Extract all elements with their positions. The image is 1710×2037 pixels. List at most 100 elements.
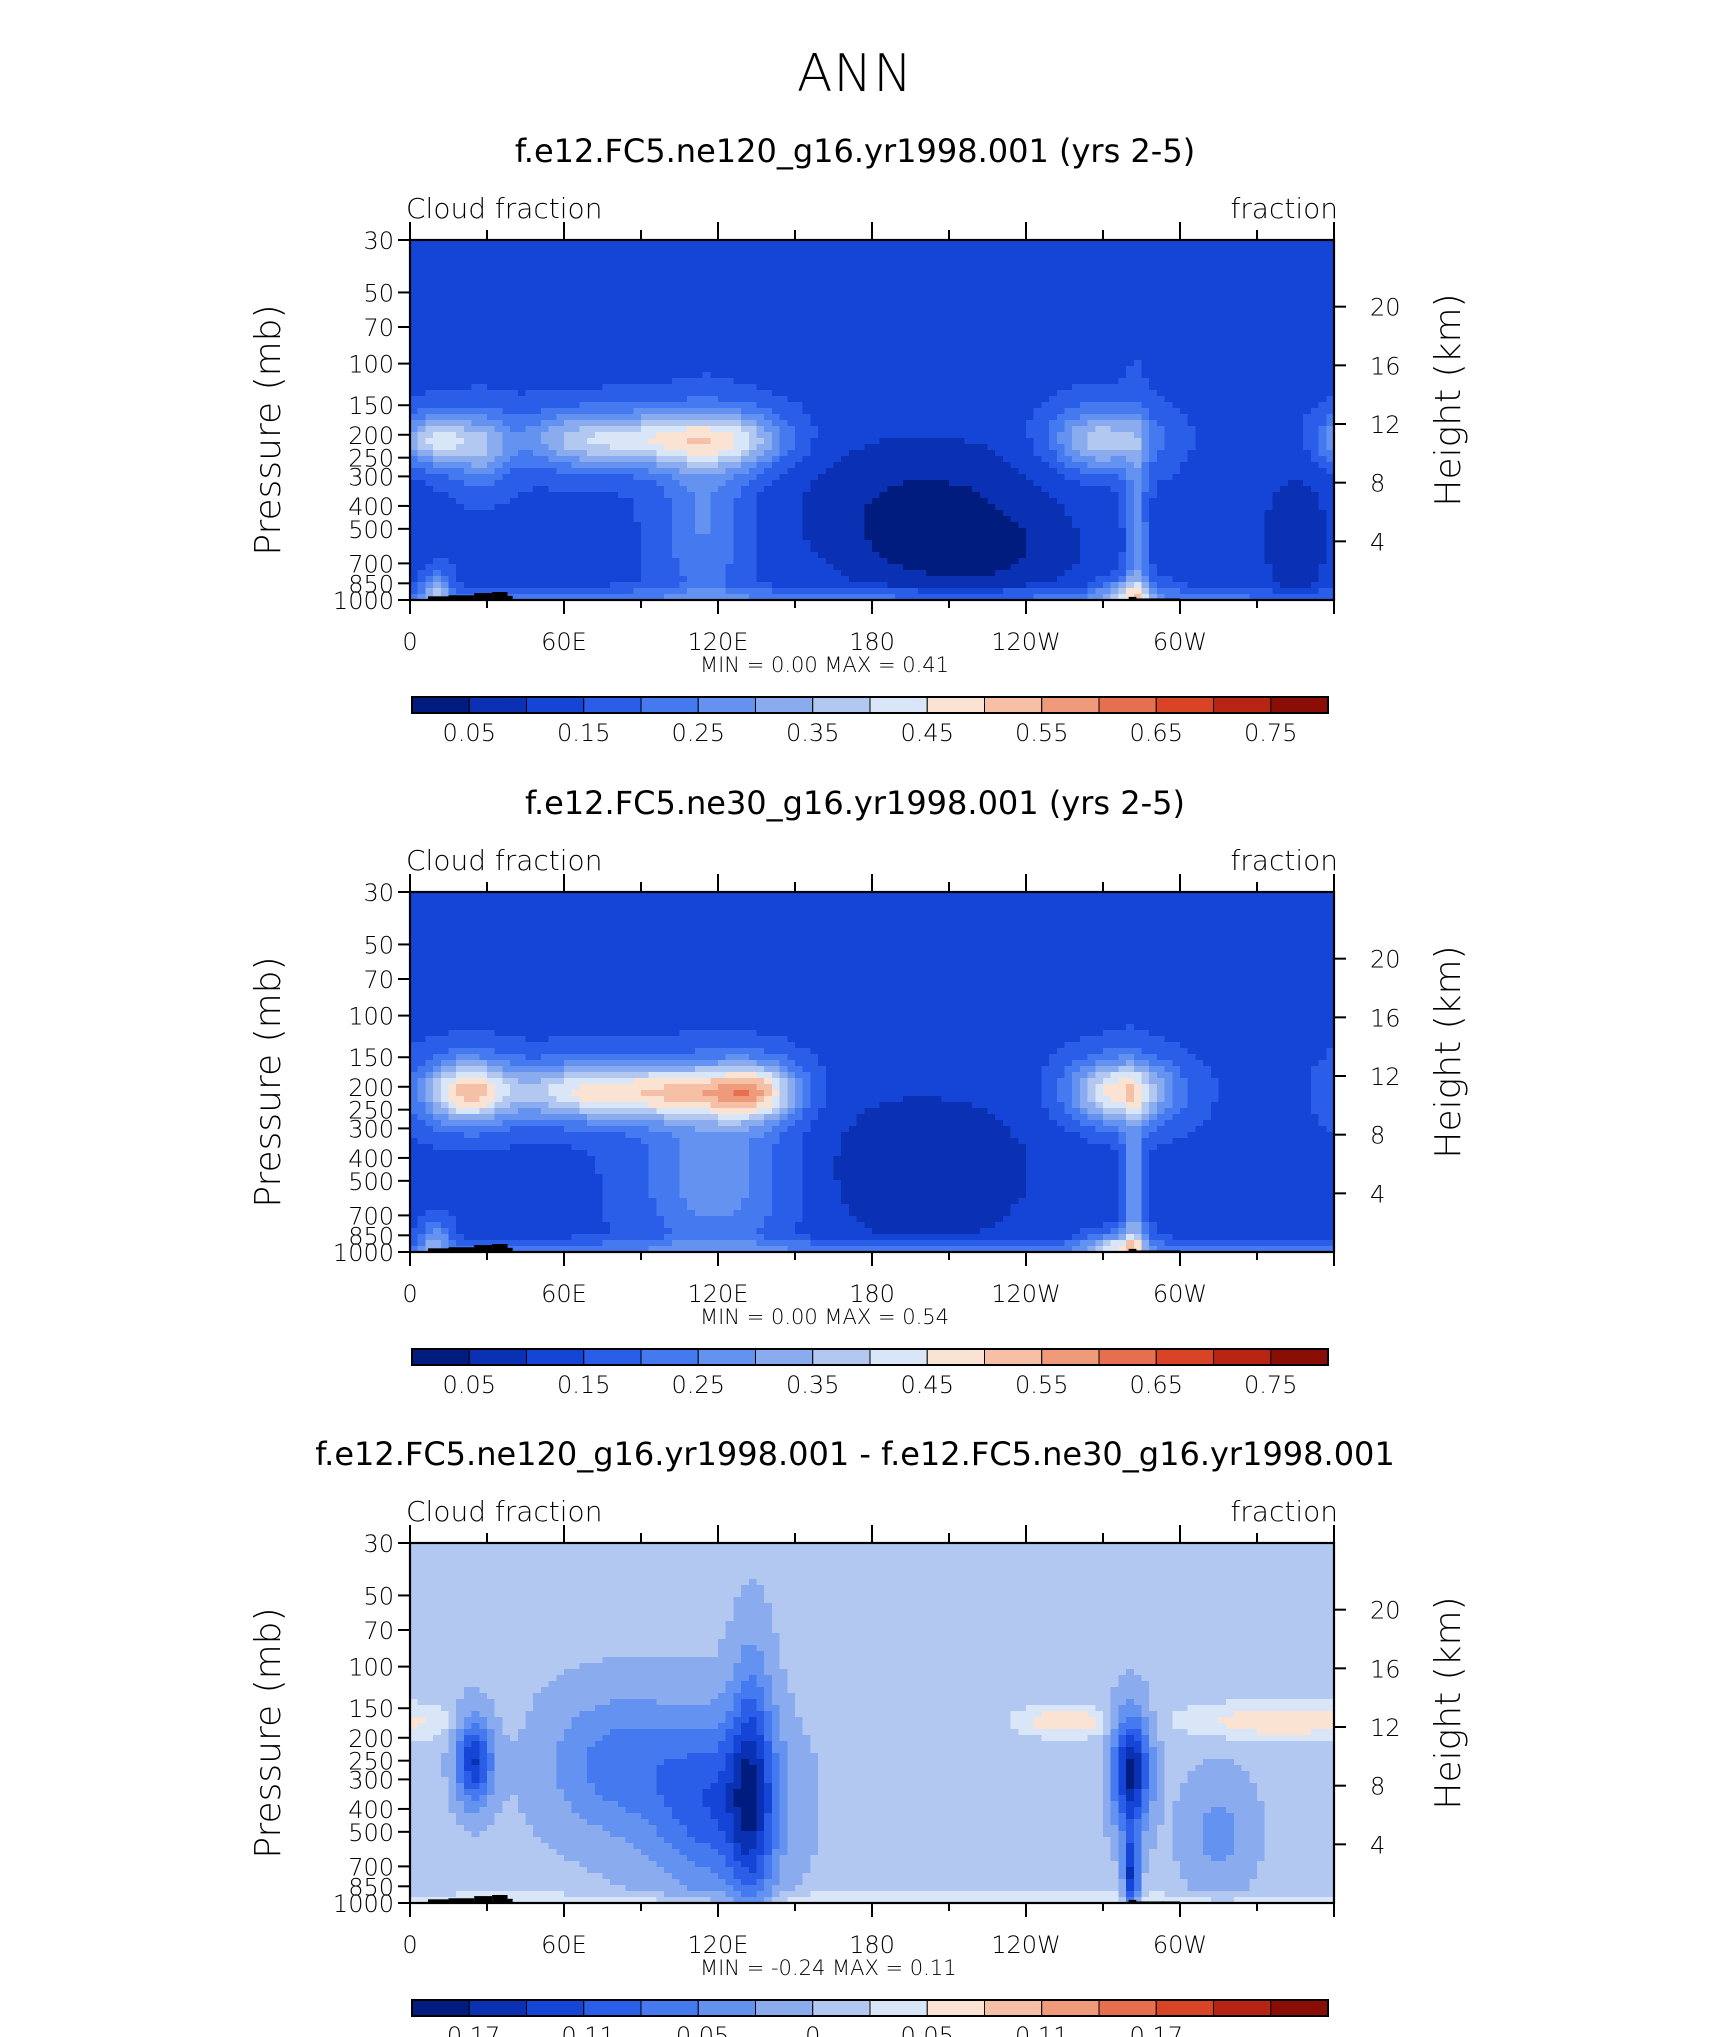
heatmap-cell	[1326, 384, 1335, 391]
heatmap-cell	[802, 258, 811, 265]
heatmap-cell	[941, 258, 950, 265]
heatmap-cell	[879, 396, 888, 403]
heatmap-cell	[864, 264, 873, 271]
heatmap-cell	[1310, 456, 1320, 463]
heatmap-cell	[1303, 378, 1312, 385]
heatmap-cell	[848, 288, 858, 295]
heatmap-cell	[587, 462, 596, 469]
heatmap-cell	[995, 462, 1004, 469]
heatmap-cell	[433, 300, 442, 307]
heatmap-cell	[456, 270, 465, 277]
heatmap-cell	[571, 336, 580, 343]
heatmap-cell	[410, 366, 419, 373]
heatmap-cell	[564, 390, 573, 397]
heatmap-cell	[487, 318, 496, 325]
heatmap-cell	[1218, 480, 1227, 487]
heatmap-cell	[664, 450, 673, 457]
heatmap-cell	[525, 474, 534, 481]
heatmap-cell	[1203, 468, 1212, 475]
heatmap-cell	[902, 288, 912, 295]
heatmap-cell	[1110, 372, 1119, 379]
heatmap-cell	[525, 396, 534, 403]
heatmap-cell	[456, 282, 465, 289]
heatmap-cell	[833, 408, 842, 415]
heatmap-cell	[1318, 360, 1327, 367]
heatmap-cell	[848, 366, 858, 373]
heatmap-cell	[1164, 450, 1173, 457]
heatmap-cell	[1326, 468, 1335, 475]
heatmap-cell	[1064, 372, 1073, 379]
heatmap-cell	[1156, 306, 1166, 313]
heatmap-cell	[810, 240, 819, 247]
heatmap-cell	[941, 336, 950, 343]
heatmap-cell	[1226, 252, 1235, 259]
heatmap-cell	[779, 390, 788, 397]
heatmap-cell	[802, 342, 811, 349]
heatmap-cell	[1087, 264, 1096, 271]
heatmap-cell	[687, 462, 696, 469]
heatmap-cell	[795, 438, 804, 445]
heatmap-cell	[941, 414, 950, 421]
heatmap-cell	[456, 456, 465, 463]
heatmap-cell	[1226, 288, 1235, 295]
heatmap-cell	[487, 300, 496, 307]
heatmap-cell	[463, 390, 473, 397]
heatmap-cell	[1187, 366, 1196, 373]
heatmap-cell	[841, 294, 850, 301]
heatmap-cell	[1326, 480, 1335, 487]
heatmap-cell	[1087, 240, 1096, 247]
heatmap-cell	[1172, 468, 1181, 475]
heatmap-cell	[1118, 246, 1127, 253]
heatmap-cell	[656, 282, 665, 289]
heatmap-cell	[502, 312, 511, 319]
heatmap-cell	[1103, 474, 1112, 481]
heatmap-cell	[440, 330, 450, 337]
heatmap-cell	[833, 396, 842, 403]
heatmap-cell	[617, 330, 627, 337]
heatmap-cell	[910, 354, 919, 361]
heatmap-cell	[910, 474, 919, 481]
heatmap-cell	[902, 444, 912, 451]
heatmap-cell	[779, 354, 788, 361]
heatmap-cell	[641, 402, 650, 409]
heatmap-cell	[517, 366, 527, 373]
heatmap-cell	[872, 420, 881, 427]
heatmap-cell	[718, 294, 727, 301]
heatmap-cell	[1180, 480, 1189, 487]
heatmap-cell	[1303, 264, 1312, 271]
heatmap-cell	[1133, 420, 1143, 427]
heatmap-cell	[725, 438, 734, 445]
heatmap-cell	[494, 258, 503, 265]
heatmap-cell	[1233, 444, 1243, 451]
heatmap-cell	[671, 330, 681, 337]
heatmap-cell	[1126, 312, 1135, 319]
heatmap-cell	[1164, 384, 1173, 391]
heatmap-cell	[1079, 396, 1089, 403]
heatmap-cell	[856, 342, 865, 349]
heatmap-cell	[571, 420, 580, 427]
heatmap-cell	[410, 468, 419, 475]
heatmap-cell	[610, 342, 619, 349]
heatmap-cell	[1233, 432, 1243, 439]
heatmap-cell	[610, 444, 619, 451]
heatmap-cell	[925, 372, 935, 379]
heatmap-cell	[879, 270, 888, 277]
heatmap-cell	[571, 294, 580, 301]
heatmap-cell	[602, 318, 611, 325]
heatmap-cell	[1141, 468, 1150, 475]
heatmap-cell	[956, 420, 965, 427]
heatmap-cell	[1049, 276, 1058, 283]
heatmap-cell	[656, 360, 665, 367]
heatmap-cell	[456, 462, 465, 469]
heatmap-cell	[1041, 294, 1050, 301]
heatmap-cell	[510, 366, 519, 373]
heatmap-cell	[1026, 444, 1035, 451]
heatmap-cell	[564, 426, 573, 433]
heatmap-cell	[417, 486, 426, 493]
heatmap-cell	[664, 246, 673, 253]
heatmap-cell	[425, 438, 434, 445]
heatmap-cell	[517, 354, 527, 361]
heatmap-cell	[1241, 468, 1250, 475]
heatmap-cell	[825, 462, 835, 469]
heatmap-cell	[417, 444, 426, 451]
